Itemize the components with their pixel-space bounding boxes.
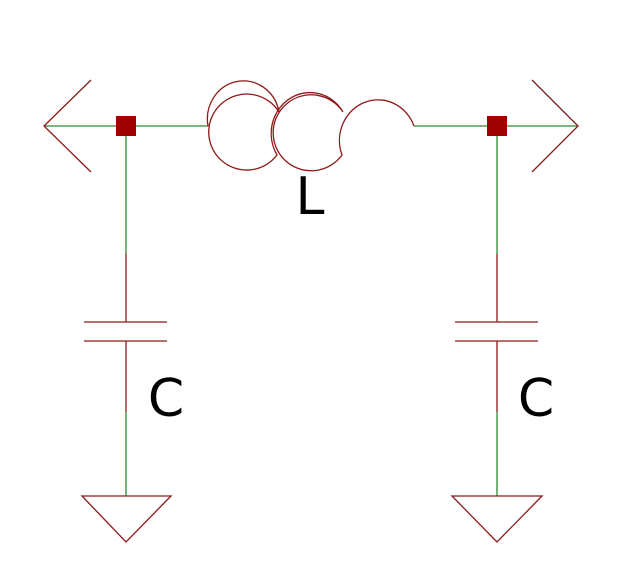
ground-left-icon [80, 495, 173, 543]
junction-right [487, 116, 507, 136]
inductor-coil [206, 80, 415, 172]
junction-left [116, 116, 136, 136]
component-symbols [43, 79, 579, 543]
ground-right-icon [450, 495, 544, 543]
capacitor-left-label: C [148, 369, 184, 429]
wires [44, 125, 578, 496]
port-left-arrow [43, 79, 92, 173]
capacitor-right-label: C [518, 369, 554, 429]
port-right-arrow [531, 79, 579, 173]
inductor-label: L [296, 167, 325, 227]
